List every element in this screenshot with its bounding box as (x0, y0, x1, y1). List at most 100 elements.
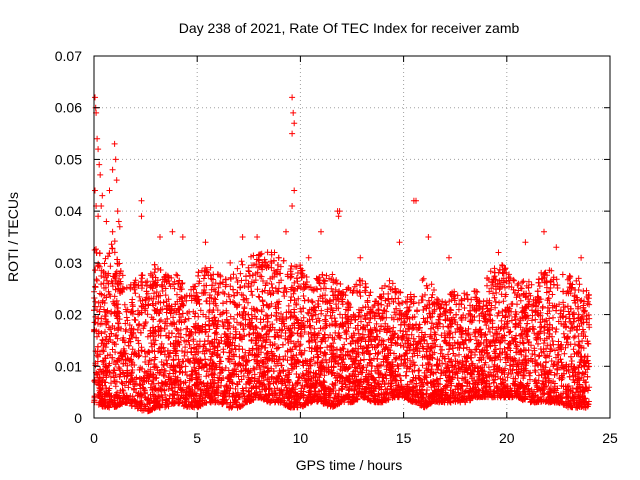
data-point (580, 377, 587, 384)
data-point (95, 262, 102, 269)
data-point (469, 304, 476, 310)
data-point (405, 308, 412, 314)
data-point (450, 366, 457, 373)
data-point (315, 297, 322, 304)
data-point (502, 359, 509, 366)
data-point (122, 350, 129, 357)
data-point (355, 330, 362, 337)
data-point (580, 288, 587, 295)
data-point (248, 385, 255, 392)
data-point (315, 367, 322, 374)
data-point (240, 292, 247, 299)
data-point (211, 371, 218, 378)
data-point (230, 324, 237, 331)
data-point (312, 360, 318, 367)
data-point (544, 352, 551, 359)
data-point (171, 278, 178, 285)
data-point (419, 277, 426, 284)
data-point (211, 286, 217, 293)
data-point (293, 371, 300, 377)
data-point (313, 319, 320, 326)
data-point (504, 344, 511, 351)
data-point (215, 284, 222, 291)
data-point (106, 360, 113, 367)
data-point (498, 291, 505, 298)
data-point (576, 281, 583, 288)
data-point (345, 320, 351, 327)
data-point (529, 317, 535, 324)
data-point (129, 346, 136, 353)
data-point (553, 326, 560, 333)
data-point (375, 306, 382, 313)
data-point (311, 325, 318, 332)
data-point (532, 377, 539, 383)
data-point (541, 337, 548, 344)
data-point (102, 255, 109, 262)
data-point (415, 299, 422, 306)
data-point (191, 344, 198, 351)
data-point (234, 319, 240, 326)
data-point (93, 352, 100, 359)
data-point (165, 354, 172, 361)
data-point (162, 399, 169, 406)
data-point (461, 305, 468, 311)
data-point (291, 306, 298, 313)
data-point (230, 271, 237, 278)
data-point (237, 270, 244, 277)
data-point (127, 393, 134, 399)
data-point (152, 337, 159, 344)
data-point (535, 377, 542, 384)
data-point (389, 280, 396, 287)
data-point (312, 307, 318, 314)
data-point (338, 380, 345, 387)
data-point (123, 326, 130, 333)
data-point (243, 358, 250, 365)
data-point (240, 373, 247, 379)
data-point (437, 381, 443, 388)
data-point (120, 345, 127, 352)
data-point (239, 261, 246, 268)
data-point (455, 306, 462, 313)
data-point (392, 311, 399, 318)
data-point (485, 371, 492, 378)
data-point (144, 311, 151, 318)
data-point (548, 358, 555, 364)
data-point (174, 291, 180, 298)
data-point (181, 352, 188, 359)
data-point (535, 372, 542, 379)
data-point (112, 349, 119, 356)
data-point (567, 328, 574, 334)
data-point (142, 279, 149, 286)
data-point (107, 326, 114, 333)
data-point (112, 274, 118, 280)
data-point (252, 270, 259, 277)
data-point (113, 332, 120, 338)
data-point (132, 290, 139, 297)
data-point (409, 377, 416, 384)
data-point (437, 350, 444, 357)
data-point (359, 383, 366, 390)
data-point (182, 363, 189, 370)
data-point (432, 331, 439, 338)
data-point (578, 320, 585, 327)
data-point (579, 338, 586, 344)
data-point (297, 305, 304, 312)
data-point (218, 334, 225, 341)
data-point (131, 284, 138, 291)
data-point (459, 357, 466, 364)
data-point (468, 354, 475, 361)
data-point (359, 331, 366, 338)
data-point (162, 368, 169, 374)
data-point (486, 380, 493, 387)
data-point (173, 271, 180, 278)
data-point (138, 285, 145, 292)
data-point (448, 356, 455, 363)
data-point (314, 286, 321, 293)
data-point (413, 322, 419, 328)
data-point (547, 342, 554, 349)
data-point (155, 298, 162, 305)
data-point (383, 375, 390, 382)
data-point (157, 369, 164, 376)
data-point (424, 380, 431, 387)
data-point (96, 263, 103, 270)
